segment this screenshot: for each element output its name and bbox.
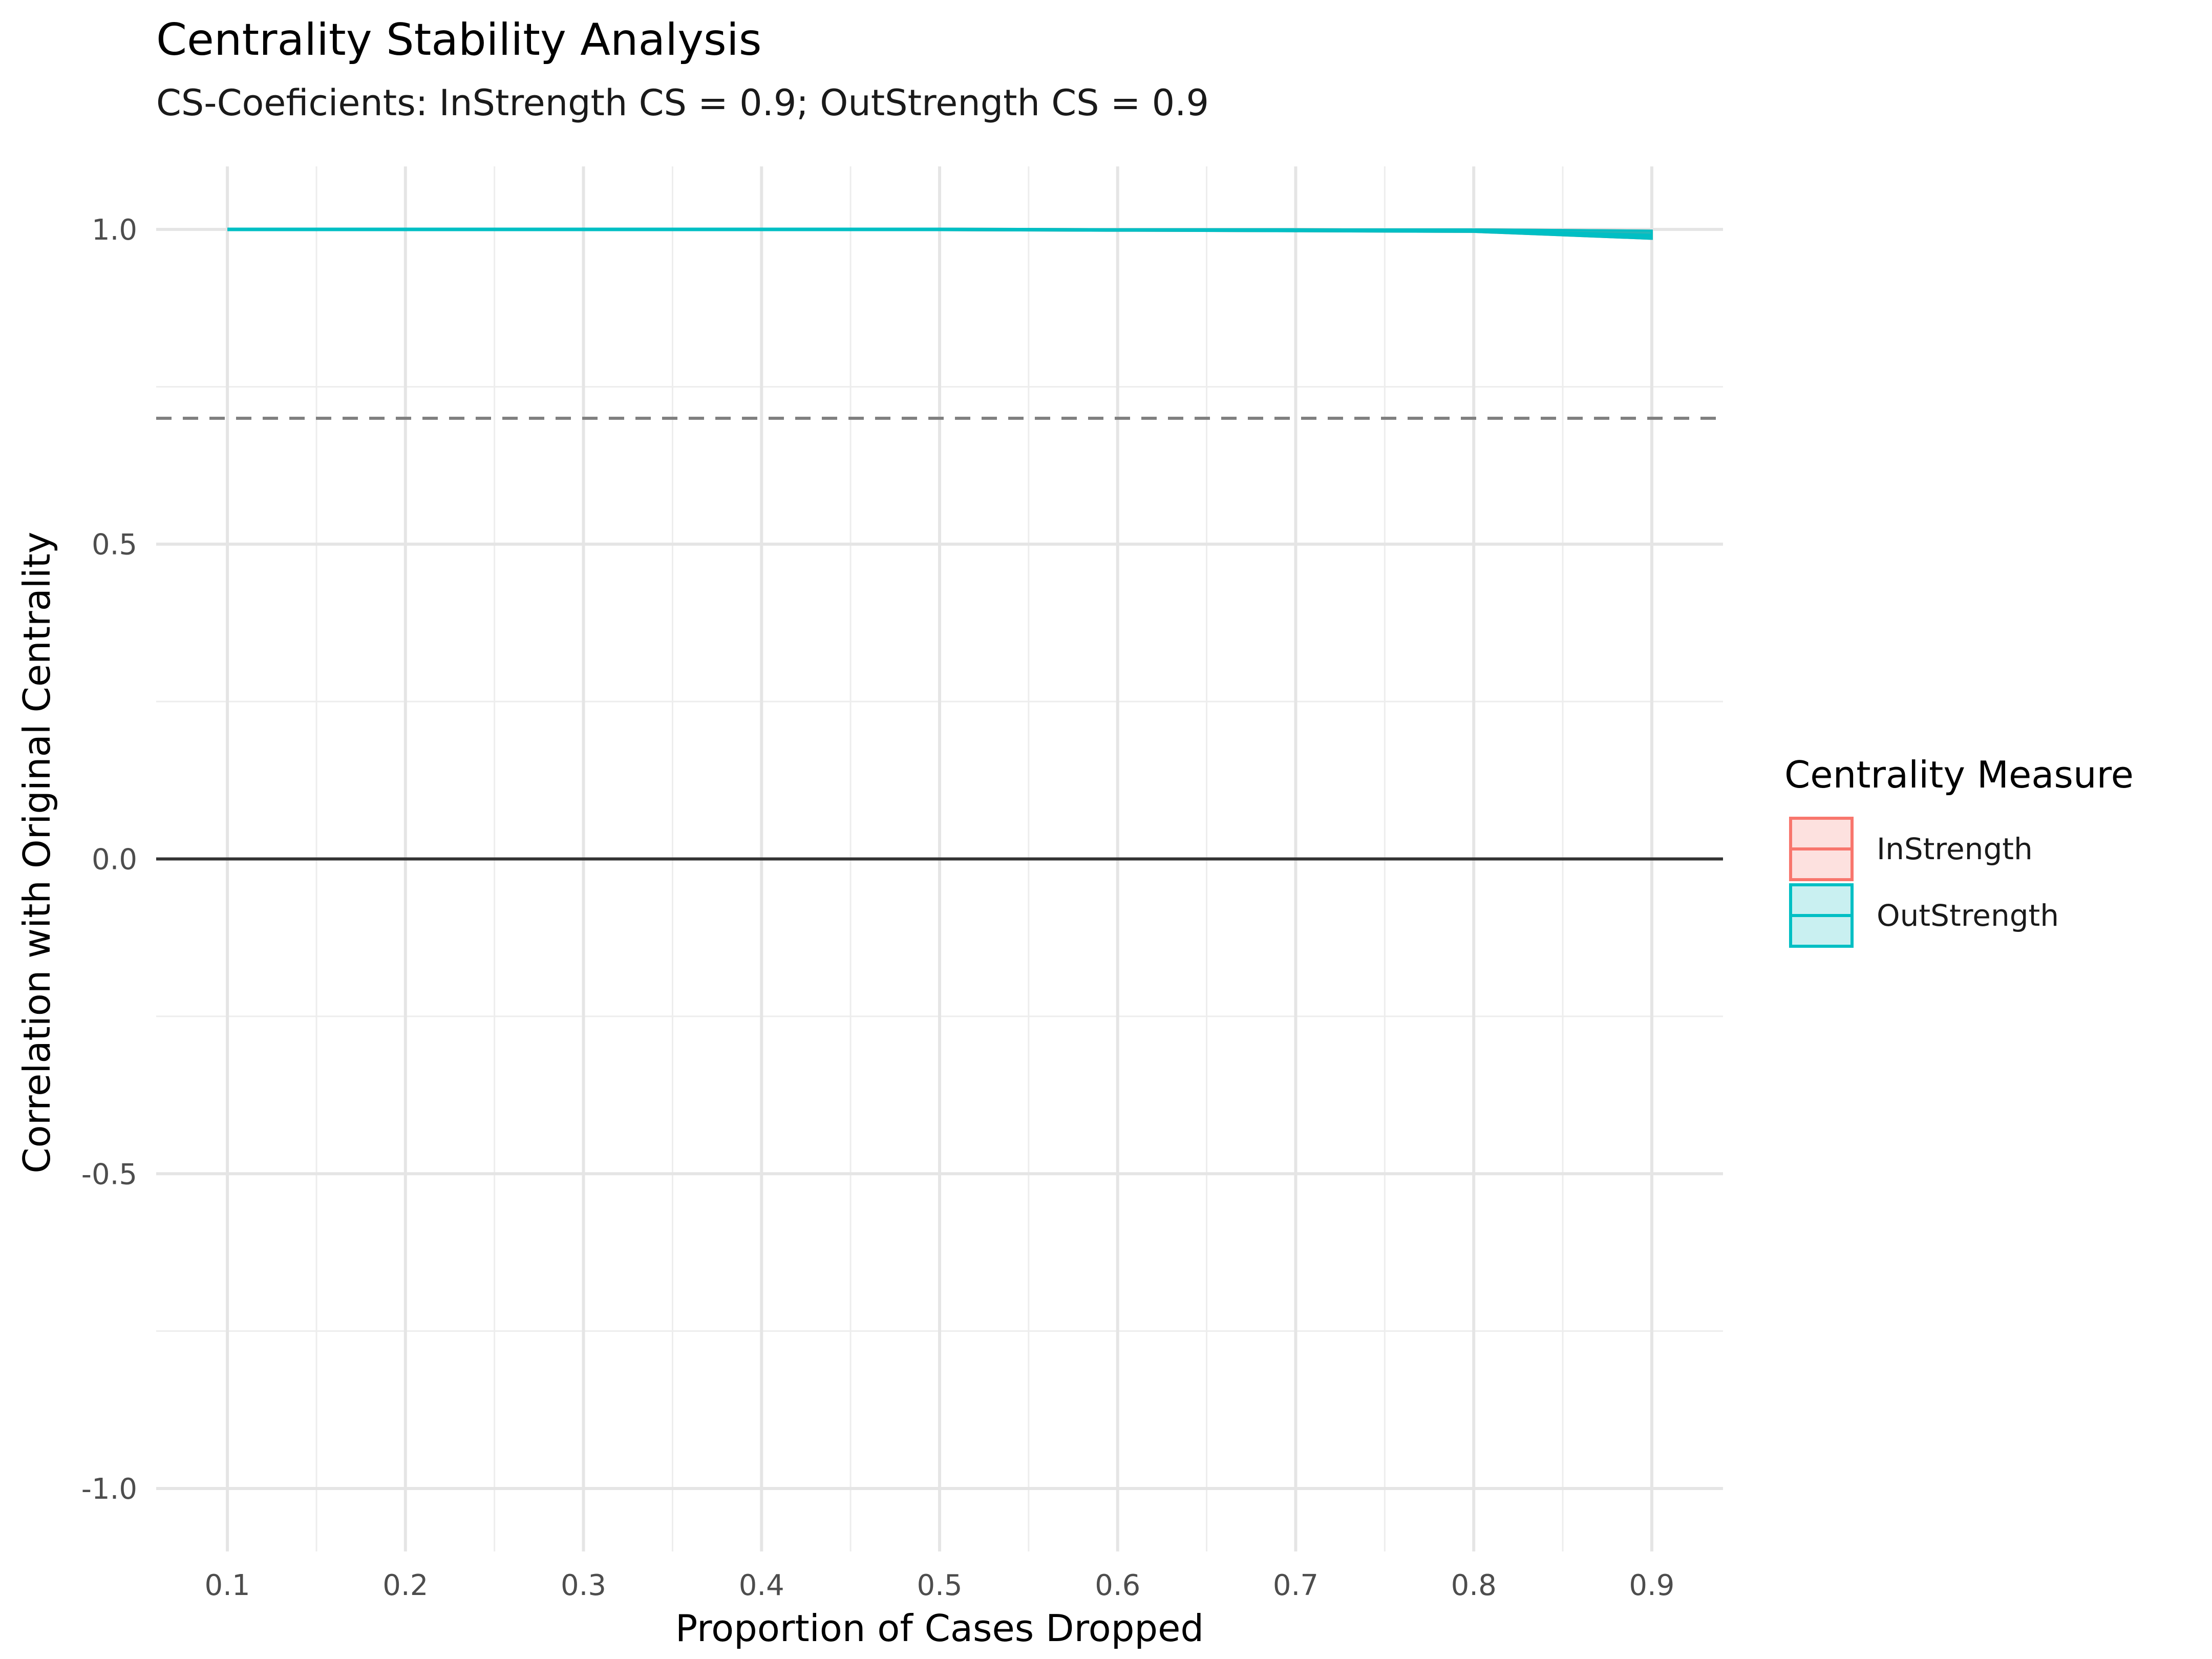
x-tick-label: 0.8 (1451, 1569, 1497, 1602)
legend-title: Centrality Measure (1784, 753, 2134, 796)
chart-title: Centrality Stability Analysis (156, 14, 762, 66)
x-tick-label: 0.5 (917, 1569, 962, 1602)
legend-item-outstrength: OutStrength (1789, 883, 2059, 948)
y-tick-label: 1.0 (92, 214, 137, 247)
y-axis-ticks: 1.0 0.5 0.0 -0.5 -1.0 (81, 214, 137, 1506)
reference-lines (156, 416, 1723, 861)
x-tick-label: 0.4 (739, 1569, 784, 1602)
y-tick-label: -0.5 (81, 1158, 137, 1191)
x-tick-label: 0.1 (205, 1569, 250, 1602)
x-tick-label: 0.9 (1629, 1569, 1674, 1602)
y-tick-label: 0.5 (92, 528, 137, 562)
legend-item-instrength: InStrength (1789, 817, 2033, 881)
x-tick-label: 0.6 (1095, 1569, 1140, 1602)
x-tick-label: 0.7 (1273, 1569, 1318, 1602)
chart-subtitle: CS-Coeficients: InStrength CS = 0.9; Out… (156, 82, 1209, 124)
y-tick-label: 0.0 (92, 843, 137, 877)
legend-label-outstrength: OutStrength (1877, 898, 2059, 933)
legend: Centrality Measure InStrength OutStrength (1784, 753, 2134, 948)
y-axis-title: Correlation with Original Centrality (15, 531, 58, 1173)
x-tick-label: 0.3 (561, 1569, 606, 1602)
y-tick-label: -1.0 (81, 1473, 137, 1506)
x-axis-title: Proportion of Cases Dropped (675, 1607, 1204, 1650)
x-tick-label: 0.2 (382, 1569, 428, 1602)
legend-label-instrength: InStrength (1877, 832, 2033, 866)
x-axis-ticks: 0.1 0.2 0.3 0.4 0.5 0.6 0.7 0.8 0.9 (205, 1569, 1675, 1602)
series (227, 227, 1653, 240)
